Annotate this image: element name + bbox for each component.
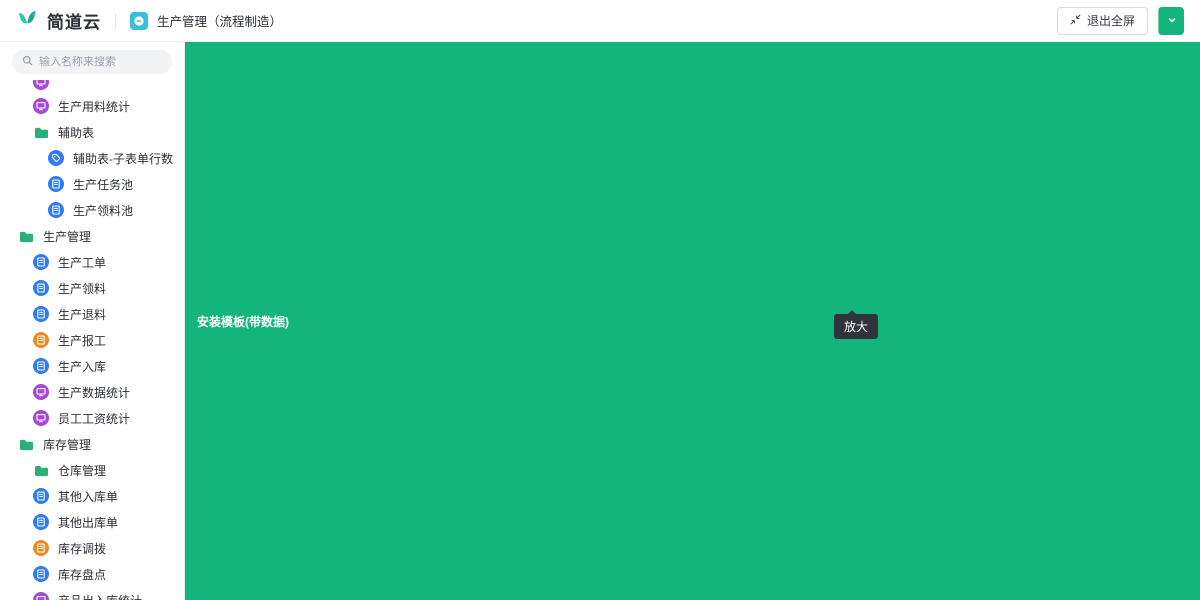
form-icon — [33, 514, 49, 530]
sidebar-item-label: 辅助表-子表单行数 — [73, 151, 173, 166]
sidebar-item-label: 库存盘点 — [58, 567, 107, 582]
folder-icon — [18, 228, 34, 244]
sidebar-item[interactable]: 生产数据统计 — [0, 379, 184, 405]
sidebar: 生产用料统计辅助表辅助表-子表单行数生产任务池生产领料池生产管理生产工单生产领料… — [0, 42, 185, 600]
sidebar-item[interactable]: 生产报工 — [0, 327, 184, 353]
form-icon — [33, 358, 49, 374]
sidebar-item[interactable]: 生产入库 — [0, 353, 184, 379]
sidebar-search — [12, 50, 172, 74]
sidebar-item[interactable]: 其他出库单 — [0, 509, 184, 535]
sidebar-item-label: 其他入库单 — [58, 489, 119, 504]
sidebar-item[interactable]: 生产管理 — [0, 223, 184, 249]
install-template-split-button: 安装模板(带数据) — [185, 6, 1200, 600]
header-right: 退出全屏 安装模板(带数据) — [185, 6, 1200, 600]
sidebar-item[interactable]: 生产任务池 — [0, 171, 184, 197]
sidebar-item-label: 生产用料统计 — [58, 99, 131, 114]
form-icon — [33, 488, 49, 504]
sidebar-item[interactable]: 辅助表-子表单行数 — [0, 145, 184, 171]
sidebar-item-label: 库存调拨 — [58, 541, 107, 556]
header-left: 简道云 生产管理（流程制造） — [16, 7, 282, 34]
folder-icon — [33, 124, 49, 140]
sidebar-item-label: 员工工资统计 — [58, 411, 131, 426]
stat-chart-icon — [33, 592, 49, 600]
exit-fullscreen-icon — [1070, 14, 1081, 28]
sidebar-item-label: 生产领料池 — [73, 203, 134, 218]
sidebar-item[interactable]: 生产用料统计 — [0, 93, 184, 119]
sidebar-item-label: 生产领料 — [58, 281, 107, 296]
form-icon — [33, 306, 49, 322]
form-icon — [33, 254, 49, 270]
sidebar-list: 生产用料统计 辅助表辅助表-子表单行数 生产任务池生产领料池生产管理生产工单生产领料… — [0, 80, 184, 600]
zoom-tooltip: 放大 — [834, 310, 879, 339]
sidebar-item[interactable]: 生产工单 — [0, 249, 184, 275]
sidebar-item[interactable]: 库存盘点 — [0, 561, 184, 587]
stat-chart-icon — [33, 98, 49, 114]
sidebar-item-label: 生产管理 — [43, 229, 92, 244]
logo-text: 简道云 — [47, 13, 101, 32]
sidebar-item[interactable]: 辅助表 — [0, 119, 184, 145]
sidebar-item-label: 生产入库 — [58, 359, 107, 374]
folder-icon — [33, 462, 49, 478]
form-icon — [33, 540, 49, 556]
sidebar-item-partial[interactable] — [0, 80, 184, 93]
sidebar-item[interactable]: 库存调拨 — [0, 535, 184, 561]
sidebar-item[interactable]: 生产领料池 — [0, 197, 184, 223]
sidebar-item[interactable]: 其他入库单 — [0, 483, 184, 509]
app-name-label: 生产管理（流程制造） — [157, 15, 283, 29]
form-icon — [33, 280, 49, 296]
sidebar-item-label: 生产报工 — [58, 333, 107, 348]
stat-chart-icon — [33, 384, 49, 400]
sidebar-item[interactable]: 库存管理 — [0, 431, 184, 457]
sidebar-item[interactable]: 生产领料 — [0, 275, 184, 301]
stat-chart-icon — [33, 410, 49, 426]
sidebar-item-label: 辅助表 — [58, 125, 95, 140]
sidebar-item-label: 仓库管理 — [58, 463, 107, 478]
form-icon — [33, 332, 49, 348]
sidebar-item-label: 其他出库单 — [58, 515, 119, 530]
sidebar-item[interactable]: 仓库管理 — [0, 457, 184, 483]
form-icon — [33, 566, 49, 582]
sidebar-item-label: 生产退料 — [58, 307, 107, 322]
install-dropdown-button[interactable] — [1158, 6, 1184, 35]
sidebar-item-label: 生产任务池 — [73, 177, 134, 192]
stat-chart-icon — [33, 80, 49, 90]
exit-fullscreen-label: 退出全屏 — [1086, 14, 1135, 28]
folder-icon — [18, 436, 34, 452]
tag-icon — [48, 150, 64, 166]
search-icon — [22, 53, 33, 71]
sidebar-item[interactable]: 生产退料 — [0, 301, 184, 327]
sidebar-item-label: 库存管理 — [43, 437, 92, 452]
app-icon — [130, 11, 148, 30]
sidebar-item-label: 产品出入库统计 — [58, 592, 142, 600]
jiandaoyun-logo-icon — [16, 7, 38, 34]
sidebar-item[interactable]: 产品出入库统计 — [0, 587, 184, 600]
form-icon — [48, 202, 64, 218]
sidebar-item-label: 生产工单 — [58, 255, 107, 270]
chevron-down-icon — [1167, 12, 1177, 30]
sidebar-item-label: 生产数据统计 — [58, 385, 131, 400]
form-icon — [48, 176, 64, 192]
sidebar-item[interactable]: 员工工资统计 — [0, 405, 184, 431]
exit-fullscreen-button[interactable]: 退出全屏 — [1056, 6, 1148, 35]
header-divider — [115, 12, 116, 29]
search-input[interactable] — [39, 56, 154, 68]
